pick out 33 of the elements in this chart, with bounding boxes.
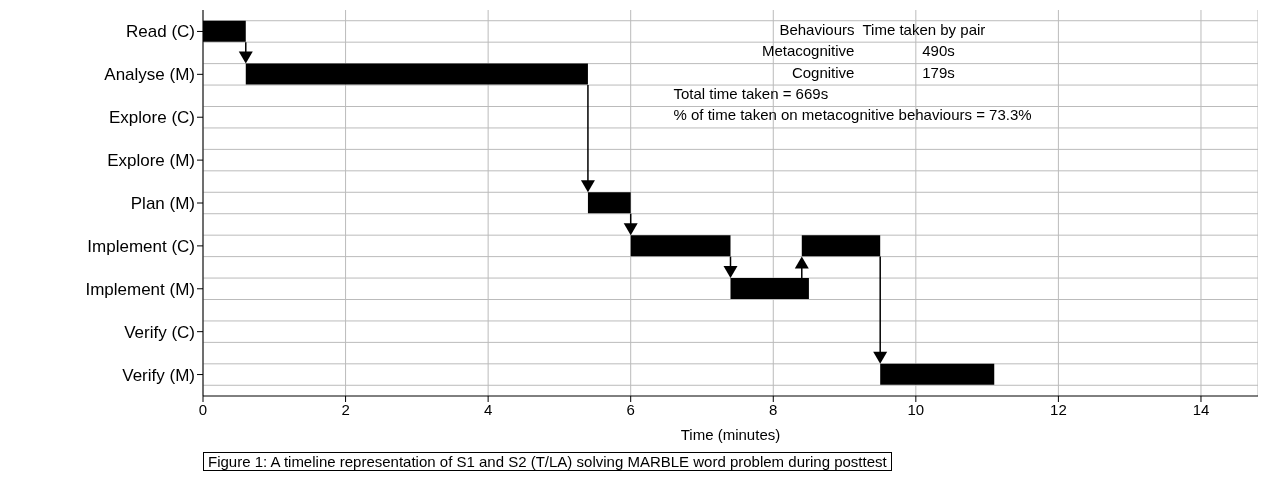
bar — [587, 192, 631, 214]
y-tick-label: Verify (M) — [122, 365, 195, 385]
annotation: Cognitive — [790, 62, 856, 83]
x-tick-label: 4 — [483, 400, 493, 418]
annotation: 490s — [921, 41, 956, 62]
x-tick-label: 10 — [907, 400, 925, 418]
x-tick-label: 2 — [341, 400, 350, 418]
x-tick-label: 14 — [1192, 400, 1210, 418]
annotation: Total time taken = 669s — [673, 84, 830, 105]
annotation: 179s — [921, 62, 956, 83]
text: Figure 1: A timeline representation of S1 and S2 (T/LA) solving MARBLE word problem during posttest — [203, 452, 892, 471]
annotation: Time taken by pair — [861, 19, 987, 40]
y-tick-label: Implement (M) — [85, 279, 195, 299]
x-axis-title: Time (minutes) — [680, 426, 781, 443]
bar — [880, 363, 995, 385]
y-tick-label: Implement (C) — [87, 236, 195, 256]
bar — [245, 63, 588, 85]
annotation: % of time taken on metacognitive behaviours = 73.3% — [673, 105, 1032, 126]
x-tick-label: 8 — [769, 400, 778, 418]
annotation: Metacognitive — [760, 41, 856, 62]
bar — [801, 235, 881, 257]
bar — [630, 235, 731, 257]
y-tick-label: Verify (C) — [124, 322, 195, 342]
annotation: Behaviours — [778, 19, 856, 40]
y-tick-label: Explore (M) — [107, 151, 195, 171]
y-tick-label: Analyse (M) — [104, 65, 195, 85]
y-tick-label: Read (C) — [126, 22, 195, 42]
x-tick-label: 0 — [198, 400, 208, 418]
x-tick-label: 6 — [626, 400, 635, 418]
y-tick-label: Explore (C) — [109, 108, 195, 128]
x-tick-label: 12 — [1050, 400, 1067, 418]
y-tick-label: Plan (M) — [130, 194, 195, 214]
bar — [730, 278, 809, 300]
